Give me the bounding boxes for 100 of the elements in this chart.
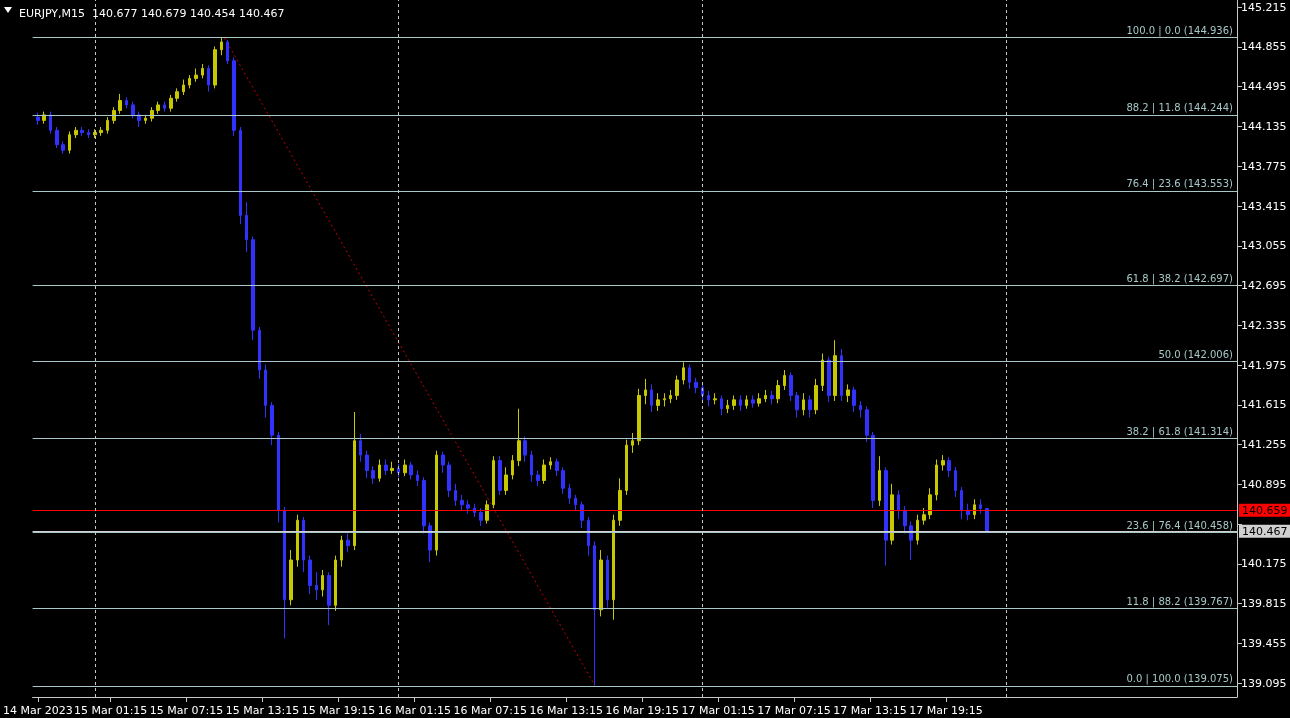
candlestick <box>441 451 445 474</box>
annotation: 76.4 | 23.6 (143.553) <box>1126 178 1234 191</box>
candlestick <box>485 499 489 525</box>
candlestick <box>751 394 755 409</box>
annotation: 100.0 | 0.0 (144.936) <box>1126 25 1234 38</box>
x-tick-label: 16 Mar 13:15 <box>529 704 603 717</box>
candlestick <box>954 466 957 498</box>
x-tick-label: 17 Mar 07:15 <box>757 704 831 717</box>
candlestick <box>460 494 464 511</box>
candlestick <box>226 39 229 65</box>
candlestick <box>625 439 628 496</box>
candlestick <box>726 399 729 414</box>
candlestick <box>618 477 622 527</box>
candlestick <box>783 369 786 391</box>
candlestick <box>720 394 723 416</box>
candlestick <box>416 470 419 487</box>
candlestick <box>270 401 274 446</box>
candlestick <box>220 37 223 56</box>
candlestick <box>194 67 198 83</box>
candlestick <box>321 569 324 597</box>
candlestick <box>821 352 824 392</box>
candlestick <box>865 405 869 443</box>
candlestick <box>390 461 394 475</box>
candlestick <box>757 392 761 407</box>
candlestick <box>840 348 843 402</box>
candlestick <box>346 533 350 553</box>
candlestick <box>549 456 552 470</box>
candlestick <box>511 454 514 480</box>
candlestick <box>852 386 856 413</box>
candlestick <box>637 388 641 446</box>
candlestick <box>245 201 248 253</box>
candlestick <box>580 500 584 529</box>
candlestick <box>897 489 900 520</box>
candlestick <box>61 140 65 155</box>
candlestick <box>156 101 160 115</box>
candlestick <box>732 394 736 411</box>
ref-line-label: 140.659 <box>1242 503 1288 517</box>
candlestick <box>207 64 210 93</box>
y-tick-label: 143.415 <box>1241 199 1287 213</box>
y-tick-label: 141.615 <box>1241 398 1287 412</box>
candlestick <box>327 571 331 626</box>
candlestick <box>239 126 242 225</box>
candlestick <box>340 535 343 568</box>
candlestick <box>315 571 318 601</box>
candlestick <box>593 540 596 686</box>
candlestick <box>106 116 109 135</box>
annotation: 50.0 (142.006) <box>1158 349 1234 361</box>
candlestick <box>859 400 862 419</box>
candlestick <box>258 326 261 380</box>
candlestick <box>650 383 653 413</box>
candlestick <box>175 87 179 103</box>
candlestick <box>302 516 305 573</box>
ref-line-label: 140.467 <box>1242 524 1288 538</box>
y-tick-label: 139.455 <box>1241 636 1287 650</box>
candlestick <box>403 459 407 477</box>
candlestick <box>334 555 337 612</box>
candlestick <box>517 408 521 467</box>
candlestick <box>941 454 945 472</box>
candlestick <box>112 106 116 125</box>
x-tick-label: 15 Mar 01:15 <box>73 704 148 717</box>
annotation: 61.8 | 38.2 (142.697) <box>1126 272 1234 285</box>
candlestick <box>251 235 255 341</box>
candlestick <box>447 461 451 498</box>
candlestick <box>795 391 799 419</box>
candlestick <box>125 96 128 109</box>
candlestick <box>947 456 951 478</box>
candlestick <box>289 549 293 606</box>
candlestick <box>827 356 831 403</box>
candlestick <box>435 450 438 557</box>
candlestick <box>359 433 362 463</box>
candlestick <box>682 361 685 385</box>
candlestick <box>916 514 919 546</box>
candlestick <box>770 390 774 405</box>
annotation: 38.2 | 61.8 (141.314) <box>1126 425 1234 438</box>
candlestick <box>49 111 52 135</box>
candlestick <box>555 457 559 477</box>
x-tick-label: 17 Mar 13:15 <box>833 704 907 717</box>
candlestick <box>833 339 837 402</box>
candlestick <box>55 126 59 149</box>
candlestick <box>188 74 191 89</box>
candlestick <box>656 392 660 412</box>
candlestick <box>675 375 679 401</box>
candlestick <box>169 94 173 113</box>
x-tick-label: 16 Mar 07:15 <box>453 704 528 717</box>
candlestick <box>606 555 609 609</box>
candlestick <box>213 45 217 89</box>
x-tick-label: 17 Mar 19:15 <box>909 704 983 717</box>
candlestick <box>150 106 154 123</box>
candlestick <box>498 455 502 496</box>
y-tick-label: 144.855 <box>1241 40 1287 54</box>
candlestick <box>973 498 976 520</box>
candlestick <box>264 364 267 419</box>
y-tick-label: 139.095 <box>1241 676 1287 690</box>
x-tick-label: 16 Mar 01:15 <box>377 704 452 717</box>
candlestick <box>365 450 369 479</box>
candlestick <box>87 128 90 139</box>
candlestick <box>884 466 888 567</box>
candlestick <box>492 455 495 509</box>
y-tick-label: 144.135 <box>1241 119 1287 133</box>
annotation: 88.2 | 11.8 (144.244) <box>1126 101 1234 114</box>
